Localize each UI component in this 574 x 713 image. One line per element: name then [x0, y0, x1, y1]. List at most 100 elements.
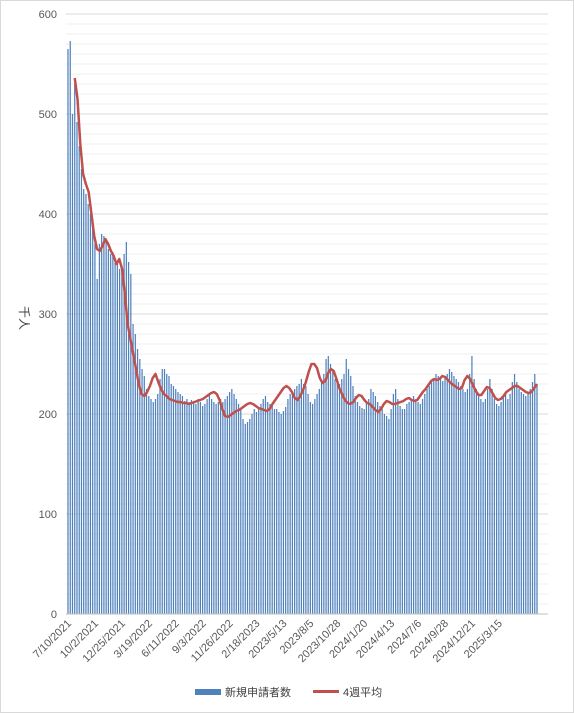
- bar: [338, 384, 341, 614]
- bar: [309, 402, 311, 614]
- legend-swatch-line: [313, 690, 339, 693]
- legend-label-line: 4週平均: [343, 686, 382, 699]
- bar: [94, 244, 96, 614]
- bar: [163, 369, 166, 614]
- bar: [262, 399, 264, 614]
- bar: [381, 409, 383, 614]
- bar: [260, 404, 262, 614]
- bar: [426, 389, 428, 614]
- bar: [298, 384, 300, 614]
- bar: [119, 269, 121, 614]
- bar: [83, 189, 85, 614]
- bar: [395, 389, 397, 614]
- bar: [504, 392, 507, 614]
- bar: [318, 389, 320, 614]
- bar: [211, 399, 213, 614]
- bar: [428, 386, 430, 614]
- bar: [101, 234, 103, 614]
- bar: [132, 324, 134, 614]
- bar: [215, 404, 217, 614]
- bar: [159, 379, 161, 614]
- bar: [148, 396, 150, 614]
- bar: [296, 386, 298, 614]
- bar: [442, 381, 444, 614]
- bar: [325, 359, 327, 614]
- bar: [327, 356, 329, 614]
- bar: [233, 394, 235, 614]
- bar: [374, 396, 377, 614]
- bar: [255, 412, 258, 614]
- bar: [136, 349, 139, 614]
- bar: [197, 399, 199, 614]
- bar: [130, 274, 132, 614]
- bar: [320, 382, 323, 614]
- bar: [89, 214, 92, 614]
- bar: [103, 236, 105, 614]
- y-tick-label: 200: [39, 409, 57, 421]
- bar: [448, 369, 451, 614]
- series-line-4week-average: [73, 77, 539, 419]
- bar: [166, 374, 168, 614]
- bar: [67, 49, 69, 614]
- bar: [258, 409, 260, 614]
- bar: [451, 372, 453, 614]
- bar: [231, 389, 233, 614]
- bar: [141, 369, 143, 614]
- bar: [401, 409, 403, 614]
- bar: [493, 399, 495, 614]
- bar: [365, 404, 368, 614]
- bar: [269, 404, 271, 614]
- bar: [184, 401, 186, 614]
- bar: [323, 374, 325, 614]
- bar: [235, 399, 237, 614]
- bar: [403, 409, 406, 614]
- bar: [208, 394, 210, 614]
- y-tick-label: 100: [39, 509, 57, 521]
- bar: [125, 242, 127, 614]
- bar: [536, 384, 538, 614]
- bar: [435, 374, 437, 614]
- grid-layer: [66, 13, 548, 615]
- bar: [85, 194, 87, 614]
- bar: [408, 402, 410, 614]
- bar: [475, 389, 478, 614]
- bar: [350, 376, 352, 614]
- bar: [417, 402, 419, 614]
- bar: [240, 409, 242, 614]
- bar: [487, 389, 489, 614]
- bar: [217, 402, 219, 614]
- bar: [471, 356, 473, 614]
- bar: [457, 382, 460, 614]
- bar: [516, 382, 518, 614]
- bar: [437, 376, 439, 614]
- bar: [291, 392, 294, 614]
- bar: [69, 41, 71, 614]
- bar: [305, 386, 307, 614]
- bar: [253, 409, 255, 614]
- bar: [98, 244, 101, 614]
- bar: [430, 382, 433, 614]
- bar: [511, 382, 513, 614]
- bar: [157, 394, 159, 614]
- bar: [518, 389, 520, 614]
- bar: [78, 146, 80, 614]
- bar: [419, 404, 421, 614]
- bar: [480, 399, 482, 614]
- bar: [399, 406, 401, 614]
- bar: [206, 399, 208, 614]
- bar: [244, 424, 246, 614]
- bar: [359, 406, 361, 614]
- bar: [334, 379, 336, 614]
- bar: [383, 414, 386, 614]
- bar: [224, 399, 226, 614]
- bar: [345, 359, 347, 614]
- bar: [531, 382, 534, 614]
- y-tick-label: 600: [39, 9, 57, 21]
- bar: [107, 249, 110, 614]
- line-layer: [73, 77, 539, 419]
- bar: [307, 394, 309, 614]
- bar: [202, 406, 204, 614]
- bar: [188, 402, 190, 614]
- bar: [439, 379, 442, 614]
- bar: [228, 392, 231, 614]
